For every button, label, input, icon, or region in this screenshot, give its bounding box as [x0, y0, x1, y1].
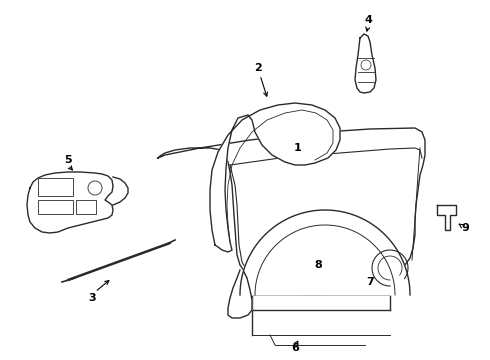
Polygon shape	[27, 172, 113, 233]
Polygon shape	[228, 270, 252, 318]
Polygon shape	[240, 210, 410, 295]
Polygon shape	[437, 205, 456, 230]
Text: 7: 7	[366, 277, 374, 287]
Text: 1: 1	[294, 143, 302, 153]
Circle shape	[88, 181, 102, 195]
Text: 8: 8	[314, 260, 322, 270]
Polygon shape	[210, 103, 340, 252]
Bar	[38, 178, 73, 196]
Circle shape	[361, 60, 371, 70]
Text: 5: 5	[64, 155, 72, 165]
Text: 4: 4	[364, 15, 372, 25]
Bar	[76, 200, 96, 214]
Text: 6: 6	[291, 343, 299, 353]
Polygon shape	[355, 34, 376, 93]
Bar	[38, 200, 73, 214]
Text: 2: 2	[254, 63, 262, 73]
Text: 3: 3	[88, 293, 96, 303]
Polygon shape	[158, 128, 425, 295]
Text: 9: 9	[461, 223, 469, 233]
